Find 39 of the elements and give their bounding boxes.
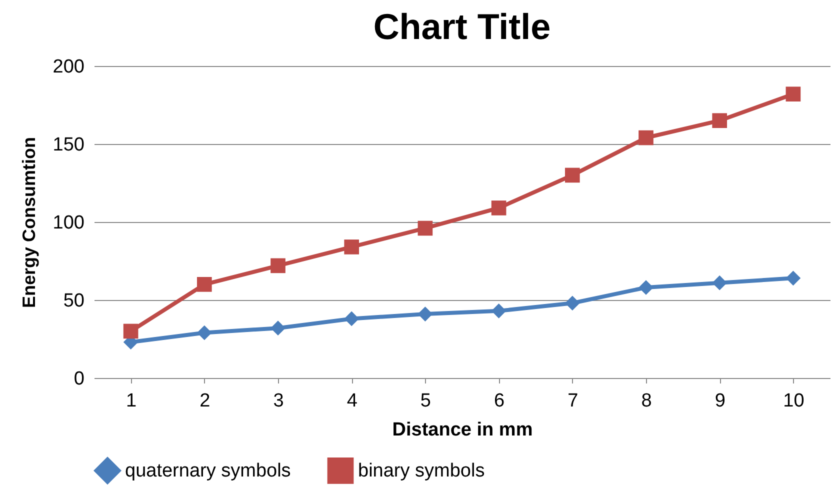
y-tick-label: 200 (52, 56, 84, 78)
x-tick-label: 9 (714, 390, 726, 412)
x-axis-title: Distance in mm (392, 420, 533, 440)
point (564, 296, 580, 311)
y-tick-label: 50 (63, 290, 84, 312)
point (270, 320, 286, 336)
x-tick-label: 8 (641, 390, 652, 412)
point (638, 280, 654, 295)
x-tick-label: 4 (346, 390, 358, 412)
y-tick-label: 150 (52, 134, 84, 156)
y-tick-label: 0 (74, 368, 84, 390)
chart-title: Chart Title (373, 6, 551, 47)
point (123, 324, 138, 339)
x-tick-label: 5 (420, 390, 431, 412)
x-tick-label: 10 (783, 390, 804, 412)
y-tick-label: 100 (52, 212, 84, 234)
point (196, 276, 212, 292)
legend-label: quaternary symbols (125, 460, 291, 482)
point (564, 168, 580, 183)
point (712, 275, 728, 290)
point (491, 200, 506, 216)
point (786, 86, 801, 102)
point (786, 270, 801, 286)
point (491, 304, 506, 318)
y-axis-title: Energy Consumtion (18, 136, 39, 308)
point (344, 311, 360, 326)
point (344, 240, 360, 254)
point (418, 220, 433, 236)
x-tick-label: 7 (568, 390, 578, 412)
x-tick-label: 3 (273, 390, 284, 412)
x-tick-label: 2 (200, 390, 210, 412)
point (638, 130, 654, 146)
x-tick-label: 6 (494, 390, 505, 412)
point (418, 306, 433, 322)
point (712, 113, 728, 128)
legend-label: binary symbols (358, 460, 485, 482)
point (196, 325, 212, 340)
point (270, 258, 286, 274)
x-tick-label: 1 (126, 390, 137, 412)
